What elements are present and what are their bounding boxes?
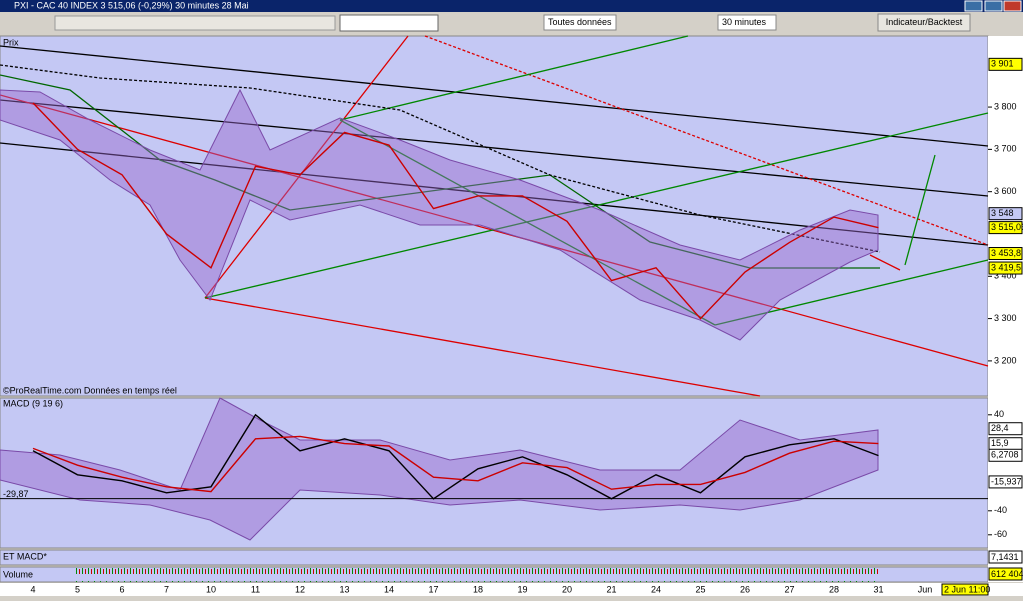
- y-axis-area: [988, 36, 1023, 582]
- panel-labels: Prix ©ProRealTime.com Données en temps r…: [3, 37, 1023, 581]
- volume-bars: [75, 568, 880, 582]
- cursor-date: 2 Jun 11:00: [944, 584, 990, 594]
- price-label-box: [988, 207, 1023, 221]
- price-label: 3 419,5: [991, 262, 1021, 272]
- x-tick-label: 12: [295, 584, 305, 594]
- x-tick-label: 27: [784, 584, 794, 594]
- etmacd-value: 7,1431: [991, 552, 1019, 562]
- x-tick-label: 7: [164, 584, 169, 594]
- level-label: -29,87: [3, 489, 29, 499]
- x-tick-label: 24: [651, 584, 661, 594]
- price-label: 3 453,8: [991, 248, 1021, 258]
- bollinger-band: [0, 88, 879, 341]
- tool-icons[interactable]: [54, 15, 336, 31]
- y-tick-label: -60: [994, 529, 1007, 539]
- value-label: 15,9: [991, 438, 1009, 448]
- data-dropdown-label: Toutes données: [548, 17, 612, 27]
- x-tick-label: 5: [75, 584, 80, 594]
- macd-band: [0, 397, 879, 541]
- price-label-box: [988, 57, 1023, 71]
- cursor-date-box: [941, 583, 989, 596]
- y-tick-label: 3 700: [994, 144, 1017, 154]
- y-tick-label: 40: [994, 409, 1004, 419]
- indicator-button[interactable]: [877, 13, 971, 32]
- x-tick-label: 31: [873, 584, 883, 594]
- title-bar: [0, 0, 1023, 12]
- credit: ©ProRealTime.com Données en temps réel: [3, 385, 177, 395]
- value-label: 6,2708: [991, 450, 1019, 460]
- maximize[interactable]: [984, 0, 1003, 12]
- data-dropdown[interactable]: [543, 14, 617, 31]
- volume-value: 612 404: [991, 569, 1023, 579]
- close[interactable]: [1003, 0, 1022, 12]
- price-label: 3 901: [991, 59, 1014, 69]
- x-tick-label: 14: [384, 584, 394, 594]
- x-tick-label: 25: [695, 584, 705, 594]
- price-label: 3 548: [991, 208, 1014, 218]
- x-tick-label: Jun: [918, 584, 933, 594]
- price-line: [32, 102, 879, 320]
- price-label-box: [988, 247, 1023, 261]
- y-tick-label: 3 300: [994, 313, 1017, 323]
- macd-line: [32, 413, 879, 500]
- indicator-button-label: Indicateur/Backtest: [886, 17, 963, 27]
- color-palette[interactable]: [339, 14, 439, 32]
- minimize[interactable]: [964, 0, 983, 12]
- value-label: -15,937: [991, 476, 1022, 486]
- trendlines: [0, 35, 989, 397]
- x-tick-label: 19: [517, 584, 527, 594]
- y-tick-label: 3 400: [994, 271, 1017, 281]
- price-label: 3 515,06: [991, 222, 1023, 232]
- x-tick-label: 20: [562, 584, 572, 594]
- value-label-box: [988, 448, 1023, 462]
- period-dropdown[interactable]: [717, 14, 777, 31]
- x-tick-label: 17: [428, 584, 438, 594]
- y-tick-label: 3 600: [994, 186, 1017, 196]
- macd-line: [32, 435, 879, 493]
- volume-value-box: [988, 567, 1023, 581]
- x-tick-label: 21: [606, 584, 616, 594]
- x-axis-area: [0, 583, 1023, 596]
- x-tick-label: 6: [119, 584, 124, 594]
- etmacd-value-box: [988, 550, 1023, 564]
- x-tick-label: 28: [829, 584, 839, 594]
- price-panel-label: Prix: [3, 37, 19, 47]
- price-label-box: [988, 221, 1023, 235]
- period-dropdown-label: 30 minutes: [722, 17, 767, 27]
- y-tick-label: 3 800: [994, 101, 1017, 111]
- value-label-box: [988, 422, 1023, 436]
- x-tick-label: 4: [30, 584, 35, 594]
- y-tick-label: 3 200: [994, 355, 1017, 365]
- value-label: 28,4: [991, 423, 1009, 433]
- volume-panel-label: Volume: [3, 569, 33, 579]
- toolbar: Toutes données 30 minutes Indicateur/Bac…: [0, 12, 1023, 35]
- x-tick-label: 26: [740, 584, 750, 594]
- price-label-box: [988, 261, 1023, 275]
- y-tick-label: -40: [994, 505, 1007, 515]
- value-label-box: [988, 475, 1023, 489]
- x-tick-label: 18: [473, 584, 483, 594]
- macd-panel: [0, 397, 989, 549]
- x-tick-label: 13: [339, 584, 349, 594]
- etmacd-panel-label: ET MACD*: [3, 551, 47, 561]
- x-tick-label: 10: [206, 584, 216, 594]
- window-title: PXI - CAC 40 INDEX 3 515,06 (-0,29%) 30 …: [14, 0, 249, 10]
- x-tick-label: 11: [251, 584, 260, 594]
- macd-panel-label: MACD (9 19 6): [3, 398, 63, 408]
- etmacd-panel: [0, 549, 989, 566]
